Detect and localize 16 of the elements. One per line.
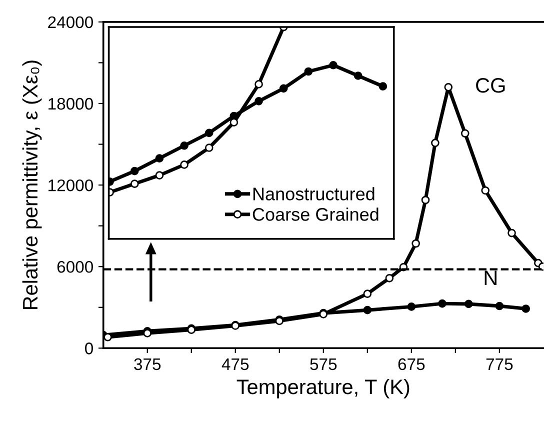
- y-tick-label: 0: [85, 342, 93, 354]
- annotation: CG: [476, 78, 505, 93]
- annotation: N: [484, 270, 496, 286]
- x-axis-title: Temperature, T (K): [236, 378, 410, 398]
- y-tick-label: 6000: [57, 261, 93, 273]
- legend-label: Coarse Grained: [252, 208, 378, 221]
- x-tick-label: 475: [222, 358, 249, 370]
- x-tick-label: 375: [134, 358, 161, 370]
- x-tick-label: 675: [398, 358, 425, 370]
- y-tick-label: 18000: [48, 98, 93, 110]
- y-tick-label: 24000: [48, 16, 93, 28]
- x-tick-label: 575: [310, 358, 337, 370]
- y-tick-label: 12000: [48, 179, 93, 192]
- legend-label: Nanostructured: [253, 187, 374, 200]
- y-axis-title: Relative permittivity, ε (Xε₀): [22, 60, 42, 310]
- x-tick-label: 775: [486, 358, 513, 370]
